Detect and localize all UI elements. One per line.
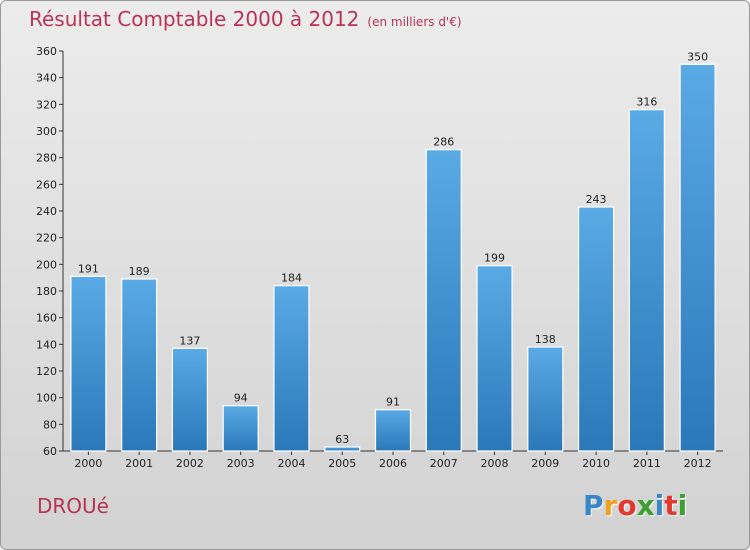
logo-letter: r (603, 489, 618, 522)
bar (324, 446, 361, 452)
bar-value-label: 191 (78, 262, 99, 275)
y-tick-label: 300 (36, 125, 57, 138)
bar-value-label: 94 (234, 392, 248, 405)
logo-letter: P (583, 489, 604, 522)
y-tick-label: 360 (36, 45, 57, 58)
bar-value-label: 243 (586, 193, 607, 206)
logo-letter: o (617, 489, 637, 522)
bar-value-label: 316 (636, 96, 657, 109)
logo-letter: x (636, 489, 655, 522)
bar-value-label: 138 (535, 333, 556, 346)
x-tick-label: 2003 (227, 457, 255, 470)
proxiti-logo: Proxiti (583, 489, 687, 522)
y-tick-label: 160 (36, 312, 57, 325)
bar-value-label: 184 (281, 272, 302, 285)
bar-value-label: 91 (386, 396, 400, 409)
x-tick-label: 2012 (684, 457, 712, 470)
x-tick-label: 2007 (430, 457, 458, 470)
bar-value-label: 189 (129, 265, 150, 278)
y-tick-label: 80 (43, 418, 57, 431)
bar-value-label: 199 (484, 252, 505, 265)
y-tick-label: 200 (36, 258, 57, 271)
x-tick-label: 2000 (74, 457, 102, 470)
bar (222, 405, 259, 452)
y-tick-label: 180 (36, 285, 57, 298)
y-tick-label: 340 (36, 72, 57, 85)
bar (476, 265, 513, 452)
x-tick-label: 2001 (125, 457, 153, 470)
bar (425, 149, 462, 452)
bar (121, 278, 158, 452)
bar-value-label: 286 (433, 136, 454, 149)
bar (628, 109, 665, 452)
bar (527, 346, 564, 452)
y-tick-label: 240 (36, 205, 57, 218)
x-tick-label: 2002 (176, 457, 204, 470)
bar (577, 206, 615, 452)
bar (273, 285, 310, 452)
bar-value-label: 63 (335, 433, 349, 446)
logo-letter: i (677, 489, 688, 522)
y-tick-label: 280 (36, 152, 57, 165)
x-tick-label: 2004 (277, 457, 305, 470)
chart-subtitle: (en milliers d'€) (367, 15, 462, 29)
chart-labels: 60 80 100 120 140 160 180 200 220 240 260 280 300 320… (36, 45, 712, 470)
x-tick-label: 2010 (582, 457, 610, 470)
city-name: DROUé (37, 494, 109, 518)
bar-value-label: 350 (687, 50, 708, 63)
y-tick-label: 260 (36, 178, 57, 191)
x-tick-label: 2008 (481, 457, 509, 470)
y-tick-label: 100 (36, 392, 57, 405)
bar (679, 63, 716, 452)
logo-letter: i (654, 489, 665, 522)
y-tick-label: 220 (36, 232, 57, 245)
y-tick-label: 140 (36, 338, 57, 351)
x-tick-label: 2011 (633, 457, 661, 470)
logo-letter: t (664, 489, 678, 522)
bar-value-label: 137 (179, 334, 200, 347)
x-tick-label: 2009 (531, 457, 559, 470)
bar (171, 347, 209, 452)
y-tick-label: 60 (43, 445, 57, 458)
bar (374, 409, 412, 452)
chart-title: Résultat Comptable 2000 à 2012 (en millie… (29, 7, 462, 31)
y-tick-label: 120 (36, 365, 57, 378)
chart-axes (59, 50, 723, 455)
x-tick-label: 2006 (379, 457, 407, 470)
x-tick-label: 2005 (328, 457, 356, 470)
y-tick-label: 320 (36, 98, 57, 111)
chart-title-text: Résultat Comptable 2000 à 2012 (29, 7, 360, 31)
chart-bars (70, 63, 716, 452)
bar (70, 275, 107, 452)
